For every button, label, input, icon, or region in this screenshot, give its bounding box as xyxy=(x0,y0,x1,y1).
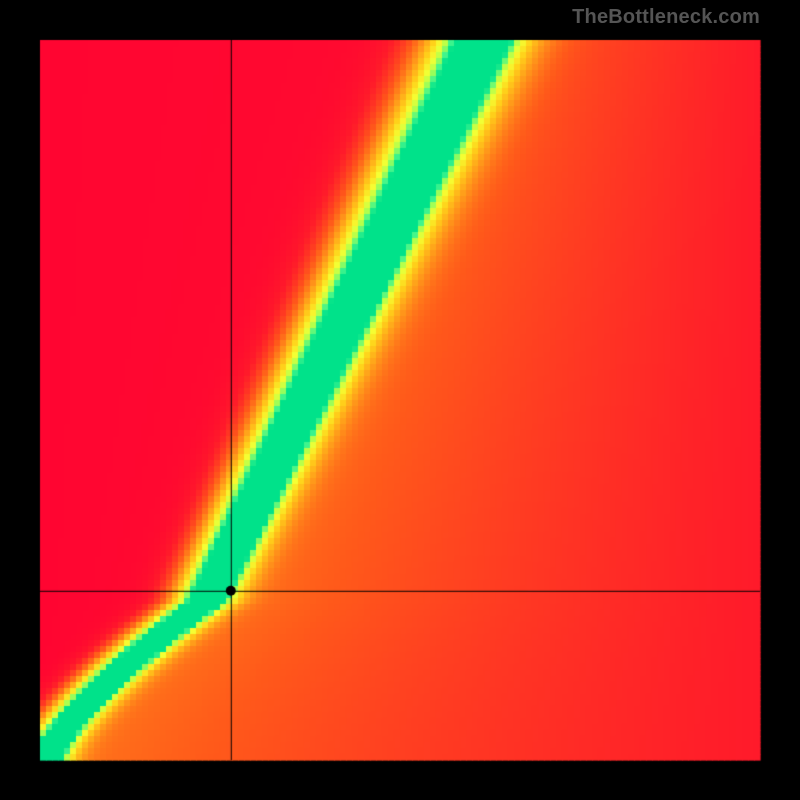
watermark-label: TheBottleneck.com xyxy=(572,6,760,29)
bottleneck-heatmap xyxy=(0,0,800,800)
chart-stage: TheBottleneck.com xyxy=(0,0,800,800)
